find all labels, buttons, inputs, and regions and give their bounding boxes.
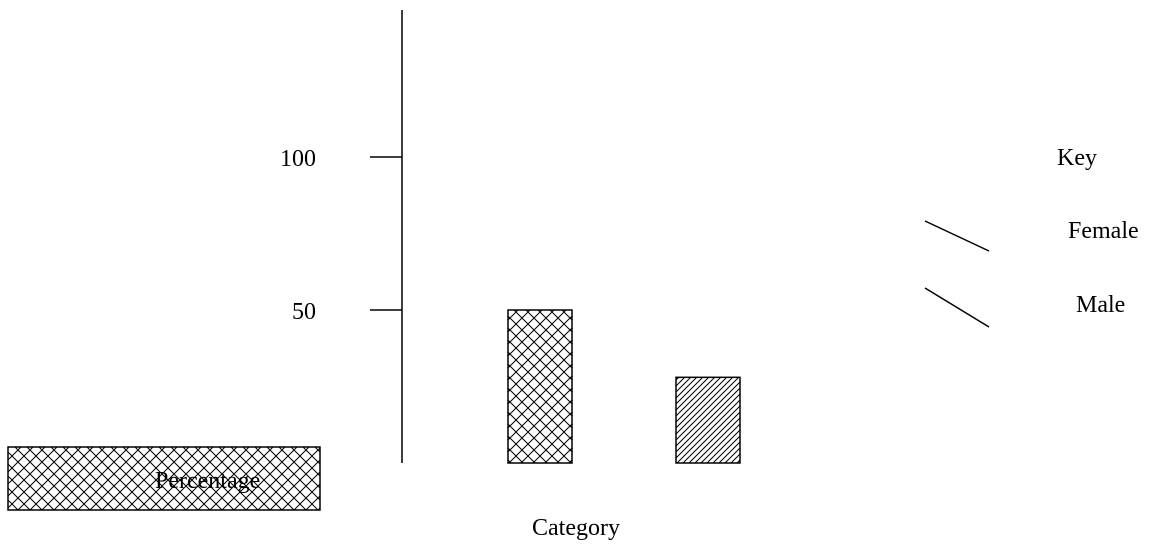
bar-2: [675, 376, 741, 464]
y-tick-label-1: 50: [292, 299, 316, 325]
x-axis-label: Category: [532, 515, 620, 541]
bar-1: [507, 309, 573, 464]
legend-title: Key: [1057, 145, 1097, 171]
legend: Key Female Male: [924, 145, 1139, 328]
y-tick-label-0: 100: [280, 146, 316, 172]
legend-male-label: Male: [1076, 292, 1125, 318]
y-axis-label-box: [7, 446, 321, 511]
y-ticks: 100 50: [280, 146, 402, 325]
legend-male-swatch: [924, 287, 990, 328]
legend-female-swatch: [924, 220, 990, 252]
legend-female-label: Female: [1068, 218, 1139, 244]
y-axis-label: Percentage: [155, 468, 260, 494]
bars: [507, 309, 741, 464]
